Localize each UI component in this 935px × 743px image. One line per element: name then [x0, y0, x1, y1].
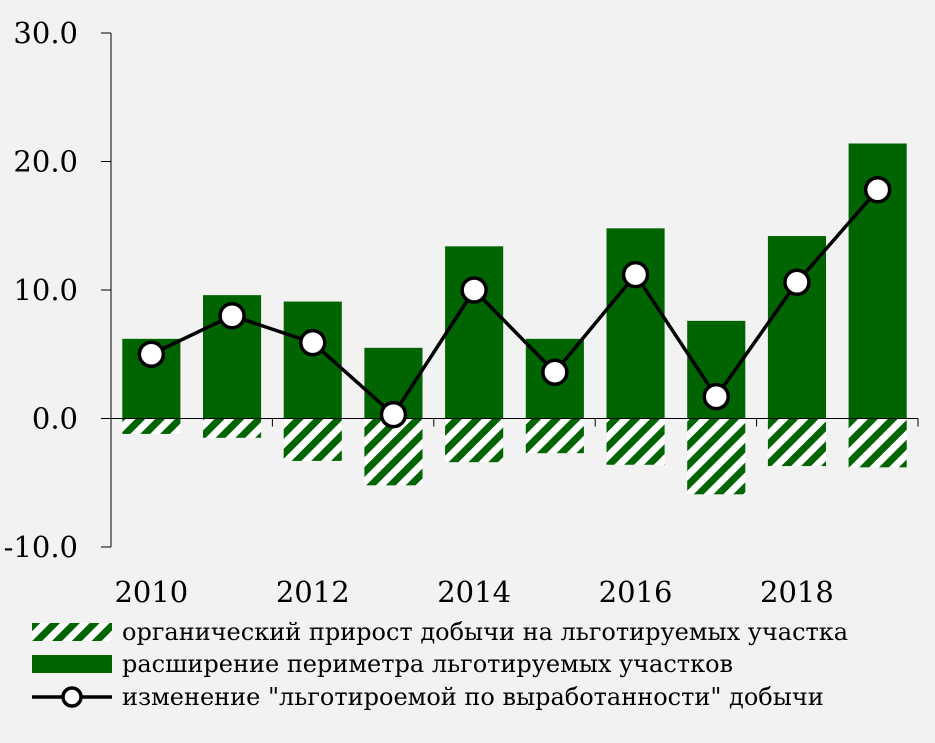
bars-layer	[122, 143, 907, 495]
x-tick-label: 2018	[760, 575, 834, 609]
legend-swatch-expansion	[32, 655, 112, 673]
bar-organic-2017	[687, 418, 746, 495]
bar-expansion-2014	[445, 246, 504, 419]
y-tick-label: 10.0	[13, 273, 78, 307]
line-marker-2018	[783, 268, 811, 297]
x-tick-label: 2010	[114, 575, 188, 609]
bar-organic-2016	[606, 418, 665, 465]
bar-organic-2019	[848, 418, 907, 468]
bar-organic-2010	[122, 418, 181, 434]
y-tick-label: 20.0	[13, 145, 78, 179]
bar-expansion-2016	[606, 228, 665, 419]
bar-organic-2012	[283, 418, 342, 461]
bar-expansion-2018	[767, 236, 827, 419]
x-tick-label: 2014	[437, 575, 511, 609]
line-marker-2016	[621, 260, 650, 289]
line-marker-2017	[702, 382, 730, 411]
bar-organic-2011	[202, 418, 262, 438]
line-marker-2015	[541, 358, 569, 386]
legend: органический прирост добычи на льготируе…	[32, 618, 848, 711]
y-tick-label: 30.0	[13, 16, 78, 50]
x-tick-label: 2016	[599, 575, 673, 609]
line-marker-2019	[863, 176, 892, 204]
line-marker-2010	[137, 340, 166, 368]
bar-organic-2015	[525, 418, 584, 454]
legend-label: расширение периметра льготируемых участк…	[122, 650, 733, 678]
line-marker-2011	[218, 301, 246, 330]
bar-organic-2014	[445, 418, 504, 463]
legend-swatch-marker	[61, 686, 83, 708]
y-tick-label: -10.0	[4, 530, 78, 564]
legend-label: органический прирост добычи на льготируе…	[122, 618, 848, 646]
legend-swatch-organic	[32, 623, 112, 641]
axis-layer: -10.0 0.0 10.0 20.0 30.0 2010 2012 2014 2016 2018	[4, 16, 919, 609]
x-tick-label: 2012	[276, 575, 350, 609]
line-series	[150, 188, 879, 417]
y-tick-label: 0.0	[32, 402, 78, 436]
line-marker-2014	[460, 276, 488, 304]
line-marker-2013	[379, 400, 408, 429]
bar-organic-2018	[767, 418, 827, 467]
line-layer	[137, 176, 892, 429]
bar-organic-2013	[364, 418, 423, 486]
legend-label: изменение "льготироемой по выработанност…	[122, 683, 824, 711]
line-marker-2012	[299, 328, 327, 357]
